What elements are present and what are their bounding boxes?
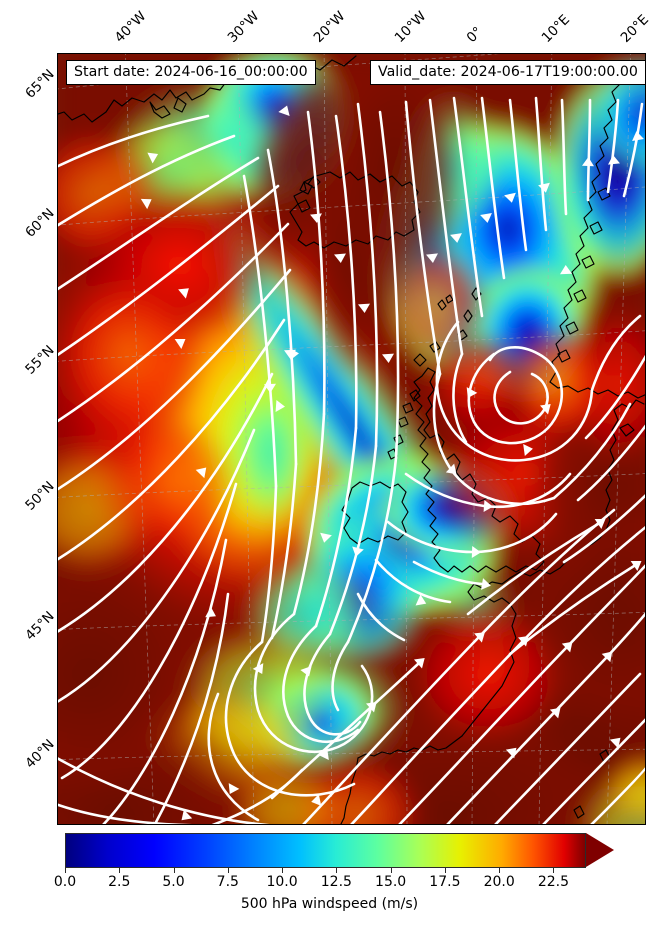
colorbar-gradient xyxy=(65,833,586,868)
colorbar-tick-mark-9 xyxy=(553,868,555,873)
colorbar-tick-label-0: 0.0 xyxy=(53,874,77,890)
colorbar-tick-label-9: 22.5 xyxy=(537,874,570,890)
colorbar-tick-mark-2 xyxy=(173,868,175,873)
lat-tick-3: 50°N xyxy=(22,478,58,514)
lat-tick-0: 65°N xyxy=(22,66,58,102)
map-axes[interactable] xyxy=(57,53,646,825)
lon-tick-0: 40°W xyxy=(111,8,150,46)
lon-tick-6: 20°E xyxy=(617,11,652,47)
colorbar-tick-mark-8 xyxy=(499,868,501,873)
colorbar-tick-label-2: 5.0 xyxy=(162,874,185,890)
colorbar-tick-mark-6 xyxy=(390,868,392,873)
lon-tick-1: 30°W xyxy=(224,8,263,46)
valid-date-label: Valid_date: 2024-06-17T19:00:00.00 xyxy=(370,60,646,86)
colorbar-tick-label-1: 2.5 xyxy=(108,874,131,890)
colorbar-tick-mark-3 xyxy=(227,868,229,873)
colorbar[interactable]: 0.0 2.5 5.0 7.5 10.0 12.5 15.0 17.5 20.0 22.5 xyxy=(54,832,646,890)
colorbar-tick-mark-5 xyxy=(336,868,338,873)
windspeed-field xyxy=(58,54,645,824)
colorbar-tick-mark-0 xyxy=(65,868,66,873)
streamlines xyxy=(58,96,645,824)
lon-tick-4: 0° xyxy=(463,23,486,46)
colorbar-tick-mark-4 xyxy=(282,868,284,873)
colorbar-axis-label: 500 hPa windspeed (m/s) xyxy=(240,896,419,912)
lon-tick-2: 20°W xyxy=(310,8,349,46)
streamline-arrows xyxy=(140,105,644,821)
colorbar-tick-label-4: 10.0 xyxy=(266,874,298,890)
colorbar-extend-arrow xyxy=(586,833,614,867)
colorbar-tick-label-8: 20.0 xyxy=(483,874,515,890)
lat-tick-1: 60°N xyxy=(22,205,58,241)
colorbar-tick-mark-1 xyxy=(119,868,121,873)
lat-tick-2: 55°N xyxy=(22,342,58,378)
colorbar-tick-label-6: 15.0 xyxy=(375,874,407,890)
lon-tick-5: 10°E xyxy=(538,11,573,47)
lon-tick-3: 10°W xyxy=(391,8,430,46)
colorbar-tick-label-3: 7.5 xyxy=(216,874,239,890)
colorbar-ticks: 0.0 2.5 5.0 7.5 10.0 12.5 15.0 17.5 20.0 22.5 xyxy=(53,868,646,898)
colorbar-tick-label-7: 17.5 xyxy=(429,874,461,890)
colorbar-tick-label-5: 12.5 xyxy=(320,874,352,890)
lat-tick-4: 45°N xyxy=(22,608,58,644)
start-date-label: Start date: 2024-06-16_00:00:00 xyxy=(66,60,316,86)
lat-tick-5: 40°N xyxy=(22,736,58,772)
colorbar-tick-mark-7 xyxy=(444,868,446,873)
